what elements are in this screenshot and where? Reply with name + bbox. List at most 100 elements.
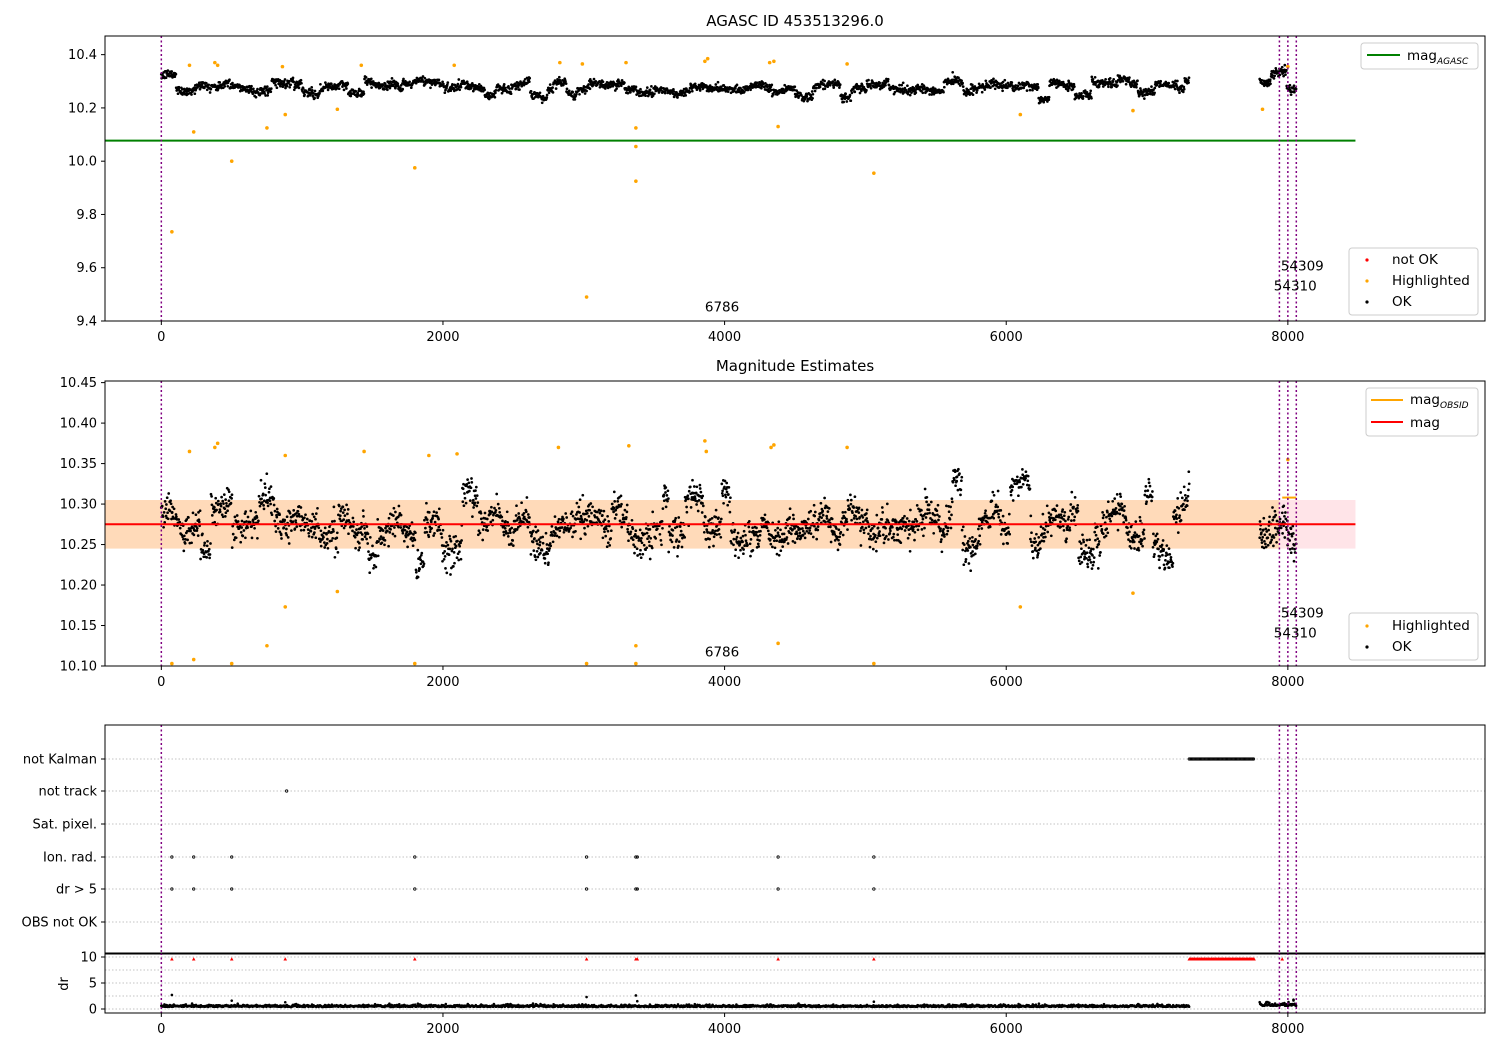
p1-s0-ok-point-289	[283, 78, 287, 81]
p2-s0-ok-point-685	[452, 551, 456, 554]
p2-s0-ok-point-1112	[635, 547, 639, 551]
p1-s0-ok-point-356	[310, 88, 314, 92]
p2-s0-ok-point-1223	[683, 536, 687, 539]
p2-s0-ok-point-1777	[908, 549, 912, 553]
p2-s0-ok-point-579	[407, 526, 411, 530]
p2-s0-ok-point-1811	[923, 526, 926, 530]
p2-s0-ok-point-352	[310, 535, 314, 539]
p2-s0-ok-point-1119	[639, 548, 642, 552]
p2-s0-ok-point-1083	[623, 508, 627, 512]
p2-s0-ok-point-2207	[1092, 560, 1096, 564]
p2-s0-ok-point-982	[580, 518, 584, 522]
p2-s0-ok-point-2231	[1101, 516, 1105, 520]
p1-s0-ok-point-1299	[711, 85, 714, 89]
p2-s0-ok-point-1348	[732, 537, 736, 541]
p2-s0-ok-point-959	[570, 510, 574, 514]
p1-highlighted-point-0	[170, 229, 174, 234]
p2-s0-ok-point-1577	[826, 510, 830, 513]
p2-s0-ok-point-1143	[648, 557, 652, 561]
p2-s0-ok-point-412	[337, 504, 341, 508]
p2-s0-ok-point-2397	[1168, 553, 1172, 556]
p2-s0-ok-point-777	[493, 506, 496, 510]
p1-s0-ok-point-1807	[930, 93, 934, 96]
p2-s0-ok-point-446	[352, 520, 356, 524]
p2-s0-ok-point-2195	[1087, 555, 1091, 559]
p2-s0-ok-point-2385	[1163, 566, 1167, 570]
p2-s0-ok-point-1975	[992, 493, 996, 497]
p1-s0-ok-point-2241	[1111, 80, 1115, 84]
p2-s0-ok-point-1619	[843, 510, 847, 514]
p2-s0-ok-point-2262	[1114, 506, 1118, 510]
p2-s0-ok-point-1357	[736, 531, 740, 535]
p2-s0-ok-point-566	[401, 531, 405, 535]
p2-s0-ok-point-1392	[751, 526, 754, 530]
p2-s0-ok-point-1409	[758, 533, 762, 537]
p2-s0-ok-point-445	[351, 525, 355, 528]
p2-s0-ok-point-1401	[755, 530, 759, 534]
p2-s0-ok-point-2161	[1073, 496, 1077, 499]
p1-s0-ok-point-1437	[770, 88, 773, 92]
p2-s0-ok-point-1529	[806, 526, 810, 530]
p2-s0-ok-point-1982	[996, 505, 1000, 509]
p2-s0-ok-point-700	[459, 541, 462, 545]
p1-s0-ok-point-2031	[1025, 89, 1029, 92]
p1-s0-ok-point-2419	[1186, 78, 1190, 82]
p2-s0-ok-point-596	[414, 570, 418, 574]
p2-s0-ok-point-1995	[1002, 542, 1005, 546]
p1-s0-ok-point-32	[174, 72, 178, 76]
p1-s0-ok-point-2059	[1036, 86, 1040, 90]
p2-s0-ok-point-1255	[695, 485, 699, 489]
p2-s0-ok-point-2006	[1006, 526, 1010, 530]
p2-s0-ok-point-1089	[626, 527, 629, 531]
p2-s0-ok-point-1704	[878, 534, 882, 538]
p2-s0-ok-point-886	[538, 540, 542, 544]
p2-s0-ok-point-1384	[747, 519, 751, 523]
p2-s0-ok-point-181	[239, 540, 243, 544]
p2-s0-ok-point-1086	[624, 515, 628, 519]
p2-s0-ok-point-1848	[938, 529, 942, 533]
p2-s0-ok-point-1288	[708, 537, 711, 541]
p1-s0-ok-point-1306	[714, 83, 718, 86]
p2-s0-ok-point-1179	[664, 505, 668, 509]
p2-s0-ok-point-409	[336, 551, 340, 554]
p2-s0-ok-point-489	[368, 536, 372, 539]
p1-s0-ok-point-1955	[993, 87, 997, 91]
p2-s0-ok-point-1850	[939, 540, 943, 544]
p2-s0-ok-point-252	[269, 485, 273, 488]
p1-s0-ok-point-249	[266, 94, 270, 97]
p1-s0-ok-point-1234	[684, 91, 687, 94]
p1-s0-ok-point-448	[350, 92, 353, 96]
p1-s0-ok-point-1878	[961, 81, 964, 85]
p2-s0-ok-point-1823	[927, 503, 931, 507]
p2-s0-ok-point-697	[458, 550, 461, 554]
p1-s0-ok-point-823	[508, 87, 511, 90]
p1-s0-ok-point-937	[557, 75, 561, 79]
p2-s0-ok-point-995	[585, 512, 589, 515]
p2-s0-ok-point-1312	[717, 528, 721, 531]
p1-s0-ok-point-2016	[1018, 83, 1022, 86]
p1-s0-ok-point-256	[269, 90, 273, 94]
p1-s0-ok-point-1729	[898, 83, 901, 87]
p2-s0-ok-point-1785	[911, 528, 915, 531]
p1-s0-ok-point-665	[441, 80, 444, 84]
p2-s0-ok-point-482	[366, 542, 370, 545]
p2-s0-ok-point-785	[496, 502, 500, 506]
p2-s0-ok-point-273	[278, 513, 281, 517]
p2-s0-ok-point-262	[273, 509, 277, 513]
p2-s0-ok-point-932	[558, 529, 562, 533]
p2-s0-ok-point-1496	[793, 527, 796, 530]
p2-s0-ok-point-344	[307, 531, 311, 535]
p2-s0-ok-point-1352	[734, 548, 738, 552]
p2-s0-ok-point-1661	[860, 508, 864, 512]
p2-s0-ok-point-1184	[667, 497, 670, 500]
p1-s0-ok-point-1019	[592, 77, 596, 81]
p1-xtick-label-2: 4000	[708, 330, 741, 345]
p2-s0-ok-point-2147	[1067, 515, 1071, 519]
p2-s0-ok-point-125	[214, 496, 218, 500]
p2-s0-ok-point-1985	[997, 515, 1001, 519]
p2-s0-ok-point-1128	[642, 543, 646, 547]
p2-s0-ok-point-2196	[1088, 538, 1091, 542]
p1-s0-ok-point-1114	[632, 89, 635, 93]
p1-s0-ok-point-1577	[832, 86, 836, 89]
p2-s0-ok-point-2075	[1036, 551, 1040, 555]
